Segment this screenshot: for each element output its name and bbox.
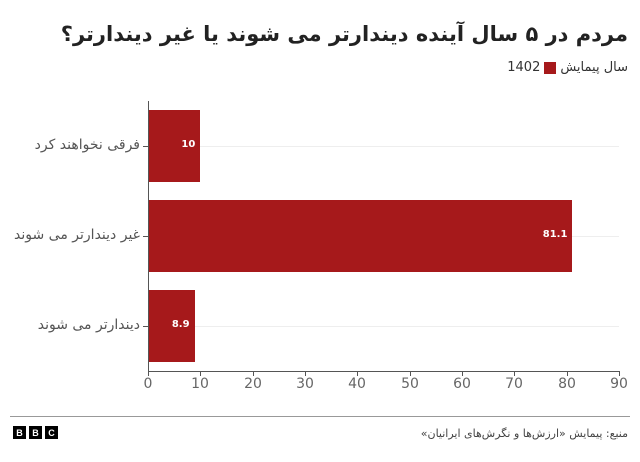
category-label: فرقی نخواهند کرد	[34, 137, 140, 153]
bar-value-label: 10	[181, 139, 196, 150]
footer-divider	[10, 416, 630, 417]
chart-title: مردم در ۵ سال آینده دیندارتر می شوند یا …	[60, 22, 628, 46]
bar	[148, 110, 200, 182]
gridline	[148, 326, 619, 327]
x-tick	[410, 371, 411, 376]
y-tick	[143, 326, 148, 327]
bbc-logo: B B C	[13, 426, 58, 439]
x-tick-label: 10	[191, 376, 209, 392]
x-tick-label: 20	[244, 376, 262, 392]
gridline	[148, 146, 619, 147]
x-tick	[619, 371, 620, 376]
legend: سال پیمایش 1402	[507, 60, 628, 75]
source-note: منبع: پیمایش «ارزش‌ها و نگرش‌های ایرانیا…	[420, 427, 628, 440]
bar-value-label: 8.9	[171, 319, 190, 330]
legend-swatch-icon	[544, 61, 557, 74]
x-tick-label: 0	[143, 376, 153, 392]
x-tick	[200, 371, 201, 376]
x-tick-label: 30	[296, 376, 314, 392]
bar	[148, 290, 195, 362]
y-tick	[143, 236, 148, 237]
bar	[148, 200, 572, 272]
bar-value-label: 81.1	[542, 229, 568, 240]
y-tick	[143, 146, 148, 147]
x-tick-label: 70	[505, 376, 523, 392]
bbc-logo-letter: B	[29, 426, 42, 439]
category-label: غیر دیندارتر می شوند	[14, 227, 140, 243]
bbc-logo-letter: B	[13, 426, 26, 439]
x-tick	[253, 371, 254, 376]
x-tick-label: 90	[610, 376, 628, 392]
legend-title: سال پیمایش	[560, 60, 628, 75]
legend-value: 1402	[507, 60, 541, 75]
x-tick-label: 40	[348, 376, 366, 392]
x-tick-label: 50	[401, 376, 419, 392]
x-tick	[514, 371, 515, 376]
x-tick	[462, 371, 463, 376]
bbc-logo-letter: C	[45, 426, 58, 439]
x-tick	[567, 371, 568, 376]
x-tick	[148, 371, 149, 376]
y-axis-line	[148, 101, 149, 371]
x-tick-label: 60	[453, 376, 471, 392]
x-axis-line	[148, 371, 620, 372]
x-tick-label: 80	[558, 376, 576, 392]
category-label: دیندارتر می شوند	[37, 317, 140, 333]
x-tick	[357, 371, 358, 376]
x-tick	[305, 371, 306, 376]
